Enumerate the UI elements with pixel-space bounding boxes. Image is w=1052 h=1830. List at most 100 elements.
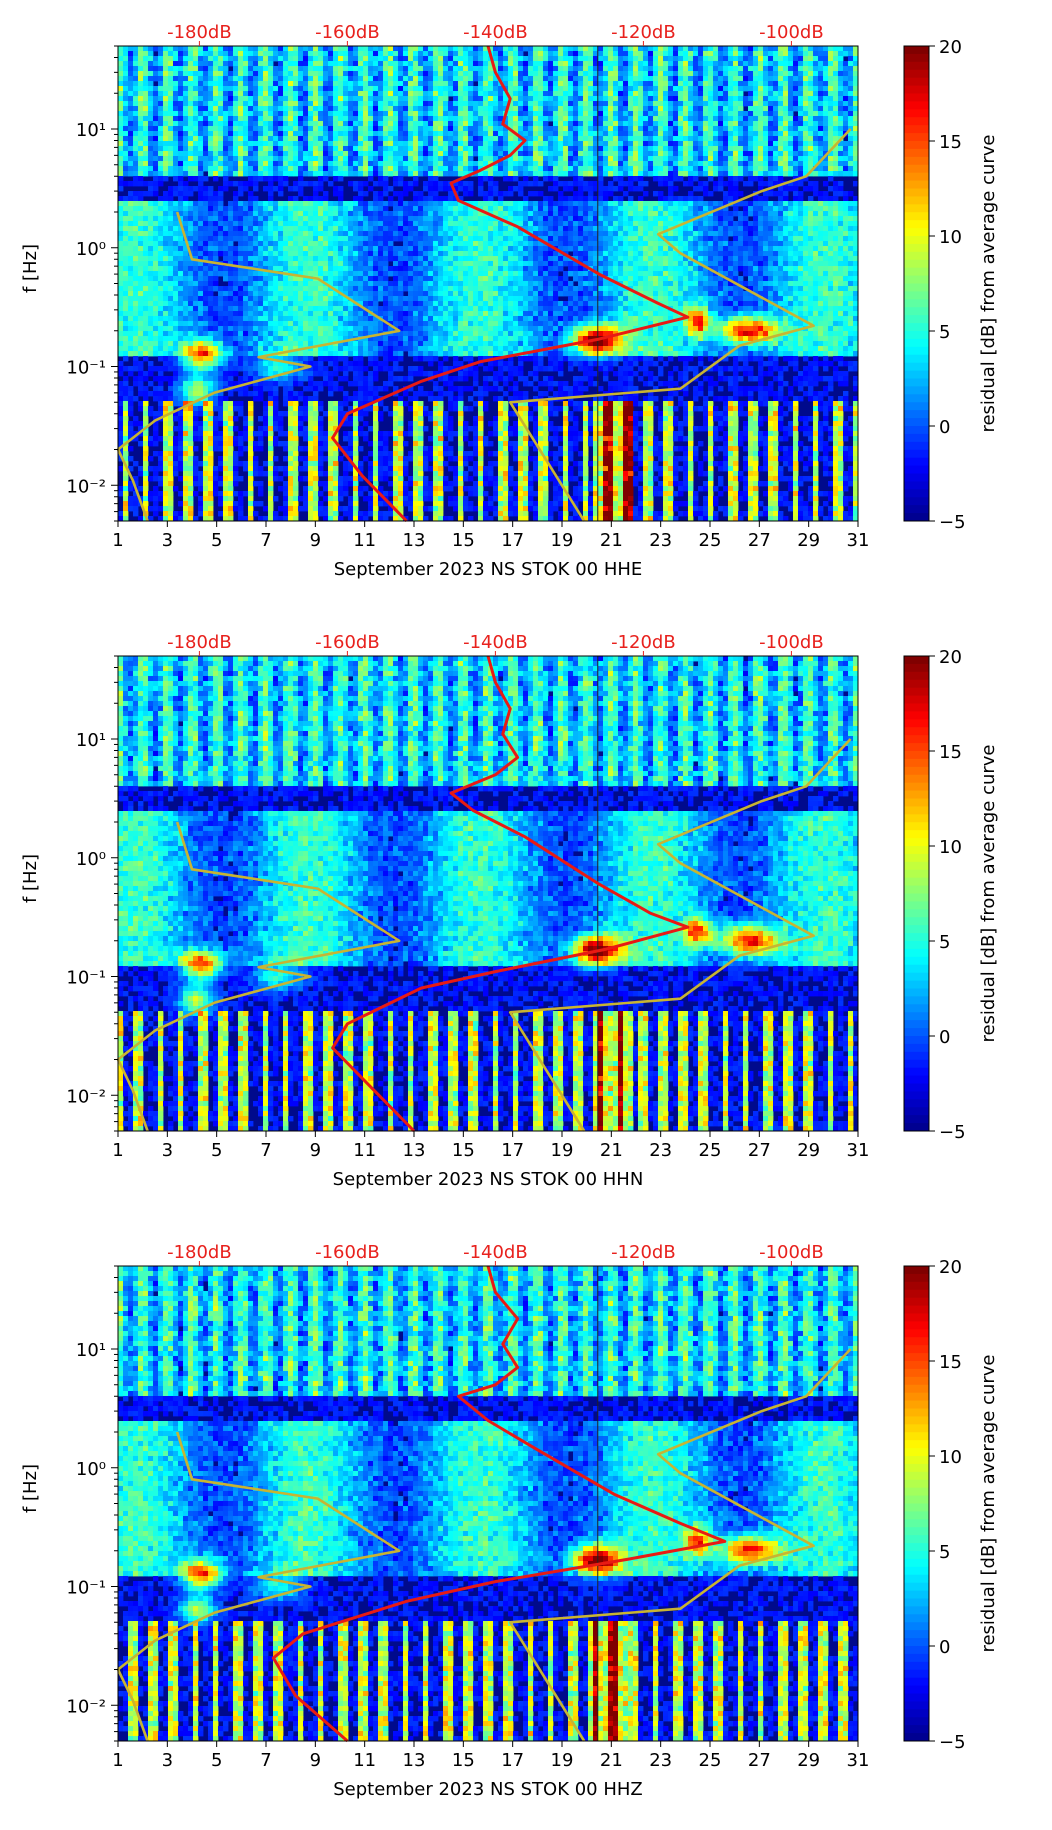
x-tick-label: 15	[452, 1140, 475, 1161]
x-tick-label: 29	[797, 530, 820, 551]
top-db-label: -120dB	[611, 22, 676, 43]
x-tick-label: 9	[310, 530, 321, 551]
x-tick-label: 21	[600, 530, 623, 551]
top-db-label: -180dB	[167, 1242, 232, 1263]
x-tick-label: 13	[403, 530, 426, 551]
x-tick-label: 3	[162, 1750, 173, 1771]
colorbar-tick-label: −5	[939, 1732, 966, 1753]
colorbar-tick-label: 20	[939, 1257, 962, 1278]
y-axis-label: f [Hz]	[20, 854, 41, 903]
x-tick-label: 25	[699, 1750, 722, 1771]
colorbar-tick-label: 5	[939, 322, 950, 343]
y-axis-label: f [Hz]	[20, 1464, 41, 1513]
y-tick-label: 10⁰	[76, 239, 106, 260]
x-tick-label: 19	[551, 1750, 574, 1771]
x-tick-label: 11	[353, 530, 376, 551]
colorbar-tick-label: 20	[939, 37, 962, 58]
x-tick-label: 11	[353, 1140, 376, 1161]
colorbar	[904, 46, 929, 522]
top-db-label: -120dB	[611, 1242, 676, 1263]
x-tick-label: 5	[211, 530, 222, 551]
y-tick-label: 10⁻¹	[66, 358, 106, 379]
x-tick-label: 21	[600, 1750, 623, 1771]
x-tick-label: 27	[748, 1140, 771, 1161]
x-tick-label: 23	[649, 1750, 672, 1771]
colorbar-label: residual [dB] from average curve	[978, 744, 999, 1042]
y-tick-label: 10¹	[76, 120, 106, 141]
x-tick-label: 23	[649, 1140, 672, 1161]
x-tick-label: 17	[501, 530, 524, 551]
x-tick-label: 19	[551, 530, 574, 551]
x-tick-label: 3	[162, 530, 173, 551]
y-tick-label: 10¹	[76, 1340, 106, 1361]
y-tick-label: 10⁰	[76, 1459, 106, 1480]
x-tick-label: 5	[211, 1750, 222, 1771]
colorbar-label: residual [dB] from average curve	[978, 1354, 999, 1652]
x-tick-label: 29	[797, 1750, 820, 1771]
colorbar-label: residual [dB] from average curve	[978, 134, 999, 432]
x-tick-label: 1	[112, 1750, 123, 1771]
colorbar-tick-label: 15	[939, 132, 962, 153]
x-tick-label: 3	[162, 1140, 173, 1161]
top-db-label: -140dB	[463, 22, 528, 43]
heatmap-cells	[118, 1266, 858, 1741]
x-tick-label: 5	[211, 1140, 222, 1161]
top-db-label: -100dB	[759, 632, 824, 653]
x-tick-label: 25	[699, 530, 722, 551]
top-db-label: -180dB	[167, 22, 232, 43]
x-tick-label: 23	[649, 530, 672, 551]
x-tick-label: 29	[797, 1140, 820, 1161]
x-tick-label: 7	[260, 1140, 271, 1161]
x-tick-label: 13	[403, 1140, 426, 1161]
x-tick-label: 7	[260, 530, 271, 551]
y-tick-label: 10⁻¹	[66, 968, 106, 989]
x-tick-label: 19	[551, 1140, 574, 1161]
colorbar-tick-label: −5	[939, 1122, 966, 1143]
x-tick-label: 1	[112, 1140, 123, 1161]
colorbar-tick-label: 15	[939, 1352, 962, 1373]
x-tick-label: 17	[501, 1140, 524, 1161]
y-tick-label: 10⁰	[76, 849, 106, 870]
x-tick-label: 21	[600, 1140, 623, 1161]
top-db-label: -180dB	[167, 632, 232, 653]
colorbar-tick-label: 10	[939, 1447, 962, 1468]
colorbar-tick-label: 10	[939, 837, 962, 858]
x-axis-label: September 2023 NS STOK 00 HHE	[334, 559, 643, 580]
y-axis-label: f [Hz]	[20, 244, 41, 293]
x-tick-label: 17	[501, 1750, 524, 1771]
colorbar	[904, 1266, 929, 1742]
top-db-label: -100dB	[759, 22, 824, 43]
x-tick-label: 31	[847, 1140, 870, 1161]
x-tick-label: 27	[748, 530, 771, 551]
x-tick-label: 11	[353, 1750, 376, 1771]
x-tick-label: 15	[452, 1750, 475, 1771]
colorbar-tick-label: 20	[939, 647, 962, 668]
x-tick-label: 25	[699, 1140, 722, 1161]
x-tick-label: 15	[452, 530, 475, 551]
colorbar-tick-label: 0	[939, 1027, 950, 1048]
x-tick-label: 27	[748, 1750, 771, 1771]
colorbar-tick-label: 0	[939, 417, 950, 438]
colorbar-tick-label: 15	[939, 742, 962, 763]
x-tick-label: 7	[260, 1750, 271, 1771]
colorbar-tick-label: −5	[939, 512, 966, 533]
x-tick-label: 31	[847, 530, 870, 551]
top-db-label: -100dB	[759, 1242, 824, 1263]
top-db-label: -160dB	[315, 1242, 380, 1263]
top-db-label: -120dB	[611, 632, 676, 653]
y-tick-label: 10¹	[76, 730, 106, 751]
y-tick-label: 10⁻²	[66, 476, 106, 497]
top-db-label: -160dB	[315, 22, 380, 43]
y-tick-label: 10⁻¹	[66, 1578, 106, 1599]
colorbar-tick-label: 0	[939, 1637, 950, 1658]
top-db-label: -140dB	[463, 632, 528, 653]
colorbar-tick-label: 5	[939, 1542, 950, 1563]
x-tick-label: 1	[112, 530, 123, 551]
x-axis-label: September 2023 NS STOK 00 HHN	[333, 1169, 644, 1190]
top-db-label: -160dB	[315, 632, 380, 653]
